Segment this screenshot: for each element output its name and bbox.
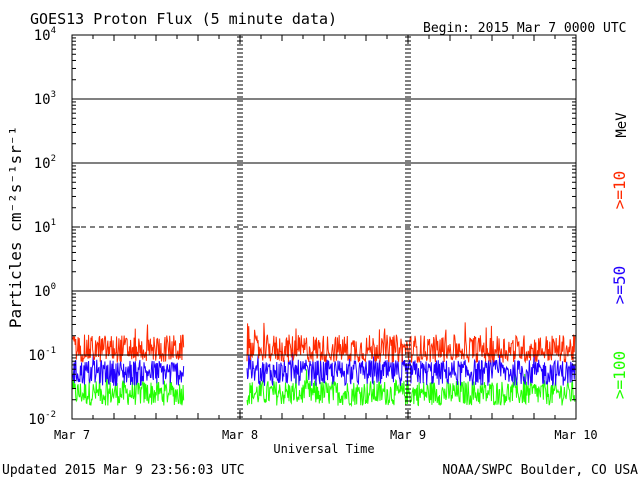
credit-label: NOAA/SWPC Boulder, CO USA — [442, 463, 638, 478]
y-tick-label: 104 — [34, 26, 56, 44]
plot-area — [71, 34, 577, 420]
series-line — [72, 353, 185, 387]
x-tick-label: Mar 7 — [54, 428, 90, 442]
series-layer — [72, 322, 576, 408]
x-axis-label: Universal Time — [273, 442, 374, 456]
y-tick-label: 10-2 — [28, 410, 56, 428]
y-tick-label: 101 — [34, 218, 56, 236]
begin-time: Begin: 2015 Mar 7 0000 UTC — [423, 21, 627, 36]
x-tick-label: Mar 10 — [554, 428, 597, 442]
grid-layer — [72, 36, 576, 418]
series-line — [72, 324, 185, 363]
plot-frame — [71, 34, 577, 420]
series-line — [72, 371, 185, 406]
series-line — [246, 350, 576, 387]
x-tick-label: Mar 8 — [222, 428, 258, 442]
y-tick-label: 102 — [34, 154, 56, 172]
legend-unit-label: MeV — [614, 112, 630, 138]
x-tick-labels: Mar 7 Mar 8 Mar 9 Mar 10 — [54, 428, 598, 442]
legend-ge50: >=50 — [610, 266, 629, 305]
legend-ge100: >=100 — [610, 351, 629, 399]
chart-title: GOES13 Proton Flux (5 minute data) — [30, 10, 337, 28]
y-tick-label: 10-1 — [28, 346, 56, 364]
y-tick-label: 103 — [34, 90, 56, 108]
y-tick-label: 100 — [34, 282, 56, 300]
legend-ge10: >=10 — [610, 171, 629, 210]
updated-timestamp: Updated 2015 Mar 9 23:56:03 UTC — [2, 463, 245, 478]
y-axis-label: Particles cm⁻²s⁻¹sr⁻¹ — [6, 126, 25, 328]
x-tick-label: Mar 9 — [390, 428, 426, 442]
legend: MeV >=10 >=50 >=100 — [610, 112, 630, 399]
y-tick-labels: 10-2 10-1 100 101 102 103 104 — [28, 26, 56, 428]
